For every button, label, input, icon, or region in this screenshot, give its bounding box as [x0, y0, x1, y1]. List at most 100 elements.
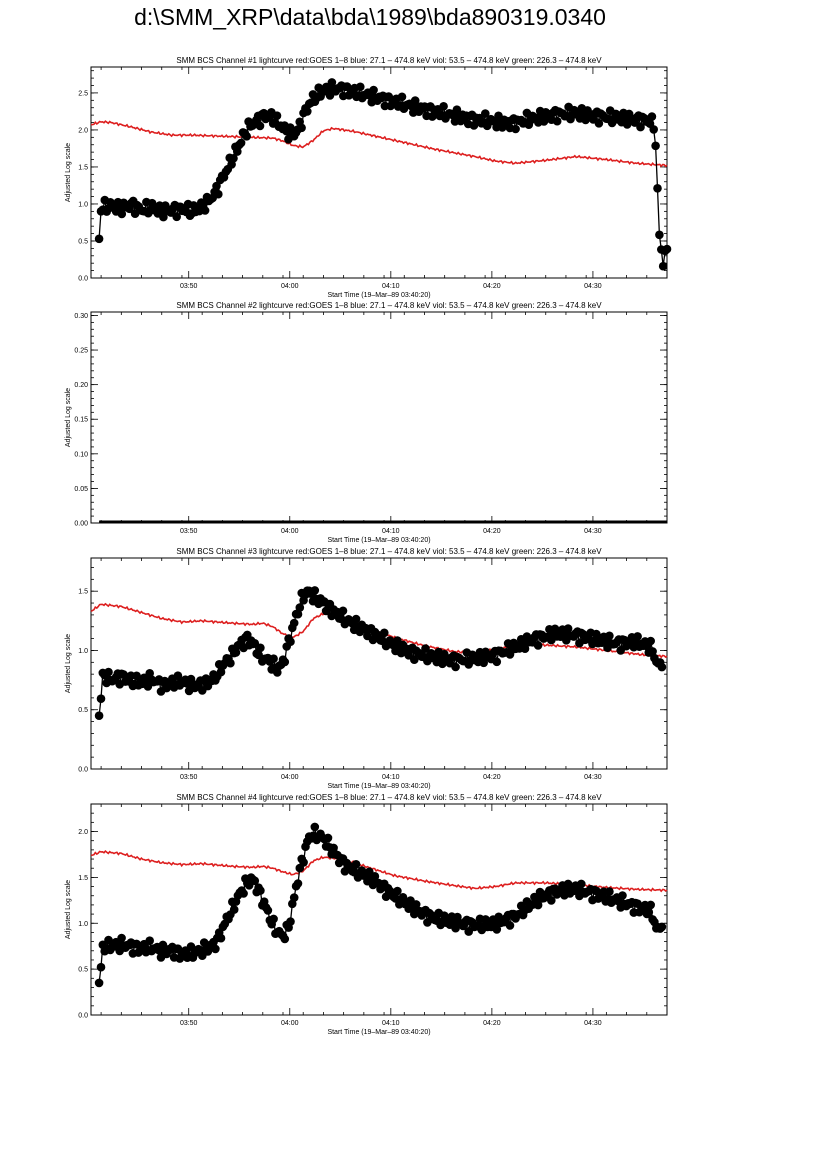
- y-ticks: [91, 803, 667, 1016]
- x-tick-label: 04:20: [483, 1020, 501, 1027]
- x-tick-label: 03:50: [180, 283, 198, 290]
- data-point: [229, 905, 239, 914]
- chart-title: SMM BCS Channel #2 lightcurve red:GOES 1…: [176, 301, 602, 310]
- y-ticks: [91, 70, 667, 279]
- data-point: [132, 671, 141, 681]
- x-ticks: [100, 312, 648, 523]
- y-axis-label: Adjusted Log scale: [65, 634, 72, 693]
- data-point: [286, 637, 295, 646]
- data-point: [492, 657, 502, 667]
- data-point: [411, 900, 421, 909]
- data-point: [351, 860, 361, 869]
- y-tick-label: 0.0: [78, 276, 88, 283]
- x-tick-label: 04:00: [281, 528, 299, 535]
- data-point: [321, 606, 331, 616]
- data-point: [250, 876, 260, 886]
- data-point: [338, 606, 348, 616]
- data-point: [94, 234, 104, 244]
- y-tick-label: 0.0: [78, 767, 88, 774]
- data-point: [286, 917, 295, 926]
- data-point: [351, 614, 361, 624]
- y-tick-label: 0.5: [78, 238, 88, 245]
- chart-panel-3: SMM BCS Channel #3 lightcurve red:GOES 1…: [65, 547, 668, 790]
- goes-line: [90, 120, 668, 168]
- data-point: [577, 879, 586, 889]
- data-point: [96, 694, 106, 703]
- chart-title: SMM BCS Channel #1 lightcurve red:GOES 1…: [176, 56, 602, 65]
- data-point: [256, 886, 265, 895]
- y-tick-label: 0.10: [74, 451, 88, 458]
- data-point: [653, 184, 662, 193]
- data-point: [226, 658, 235, 668]
- x-tick-label: 03:50: [180, 1020, 198, 1027]
- data-point: [421, 644, 430, 653]
- data-point: [229, 154, 238, 163]
- x-tick-label: 04:30: [584, 774, 602, 781]
- data-point: [239, 889, 248, 898]
- x-tick-label: 04:20: [483, 283, 501, 290]
- data-point: [96, 962, 106, 972]
- data-point: [439, 102, 448, 111]
- y-tick-label: 0.20: [74, 382, 88, 389]
- data-point: [410, 655, 419, 664]
- data-point: [492, 925, 502, 934]
- data-point: [233, 147, 242, 156]
- y-axis-label: Adjusted Log scale: [65, 388, 72, 447]
- data-point: [533, 900, 543, 910]
- chart-title: SMM BCS Channel #4 lightcurve red:GOES 1…: [176, 793, 602, 802]
- data-point: [172, 212, 181, 222]
- page-title: d:\SMM_XRP\data\bda\1989\bda890319.0340: [134, 4, 606, 30]
- data-point: [214, 189, 223, 199]
- y-tick-label: 0.25: [74, 348, 88, 355]
- x-axis-label: Start Time (19–Mar–89 03:40:20): [327, 1029, 430, 1036]
- data-point: [356, 82, 365, 92]
- data-point: [552, 116, 562, 126]
- x-ticks: [100, 558, 648, 769]
- y-tick-label: 1.5: [78, 164, 88, 171]
- data-point: [280, 934, 290, 944]
- data-point: [94, 978, 104, 988]
- data-point: [280, 657, 290, 667]
- y-tick-label: 1.0: [78, 201, 88, 208]
- x-tick-label: 04:20: [483, 528, 501, 535]
- data-point: [481, 109, 490, 118]
- data-point: [293, 879, 303, 888]
- data-point: [299, 858, 308, 867]
- data-point: [145, 936, 154, 945]
- data-point: [658, 261, 668, 271]
- data-point: [273, 668, 282, 677]
- data-point: [104, 935, 113, 945]
- x-tick-label: 04:10: [382, 283, 400, 290]
- data-point: [297, 123, 306, 133]
- data-point: [216, 933, 226, 943]
- y-ticks: [91, 567, 667, 770]
- data-point: [94, 711, 104, 720]
- y-tick-label: 0.5: [78, 707, 88, 714]
- x-tick-label: 03:50: [180, 774, 198, 781]
- data-point: [286, 123, 295, 132]
- y-tick-label: 0.05: [74, 486, 88, 493]
- data-point: [511, 124, 520, 134]
- data-point: [269, 654, 278, 663]
- x-tick-label: 04:10: [382, 1020, 400, 1027]
- chart-title: SMM BCS Channel #3 lightcurve red:GOES 1…: [176, 547, 602, 556]
- data-point: [605, 887, 614, 896]
- data-point: [397, 92, 407, 102]
- data-point: [211, 944, 220, 954]
- y-tick-label: 0.15: [74, 417, 88, 424]
- data-point: [547, 896, 556, 905]
- data-point: [269, 914, 278, 924]
- data-point: [256, 643, 265, 653]
- y-tick-label: 0.30: [74, 313, 88, 320]
- data-point: [293, 609, 303, 619]
- data-point: [272, 111, 282, 120]
- data-point: [289, 618, 299, 628]
- y-tick-label: 0.0: [78, 1013, 88, 1020]
- data-point: [327, 78, 337, 87]
- x-tick-label: 03:50: [180, 528, 198, 535]
- y-tick-label: 1.0: [78, 921, 88, 928]
- data-point: [369, 85, 378, 95]
- y-tick-label: 2.5: [78, 90, 88, 97]
- plot-frame: [90, 803, 668, 1016]
- data-point: [380, 628, 389, 638]
